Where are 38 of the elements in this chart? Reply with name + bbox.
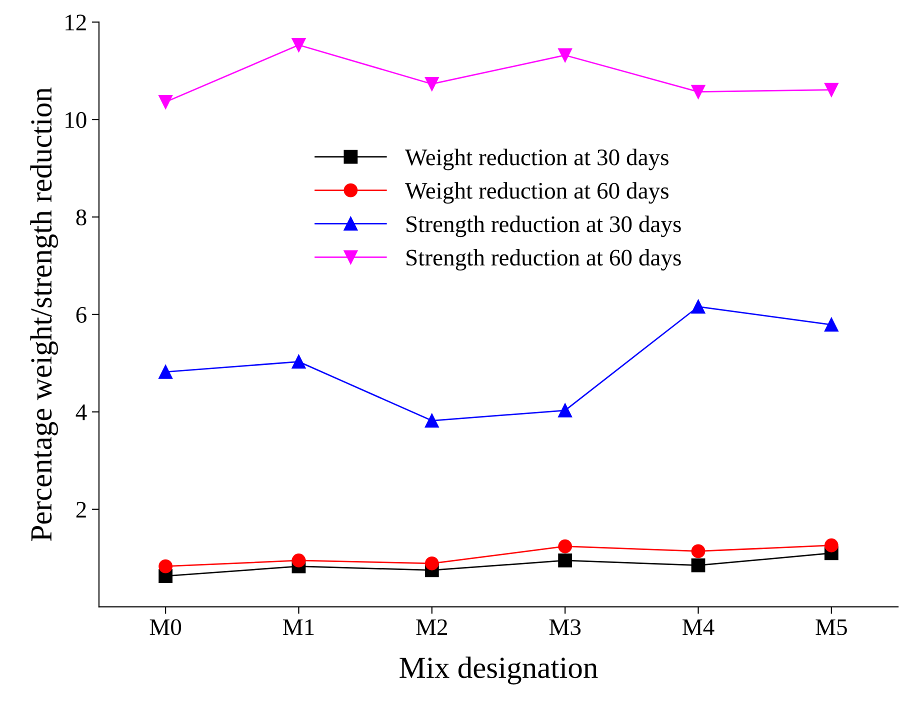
- y-tick-label: 10: [66, 112, 86, 128]
- point: [691, 84, 706, 99]
- x-tick-label: M5: [816, 619, 847, 636]
- x-tick-label: M0: [150, 619, 182, 636]
- point: [558, 48, 572, 62]
- y-tick-label: 12: [66, 14, 86, 30]
- point: [558, 554, 572, 568]
- point: [158, 364, 173, 379]
- legend-label: Weight reduction at 60 days: [405, 182, 668, 204]
- point: [424, 556, 439, 570]
- y-axis-title: Percentage weight/strength reduction: [30, 88, 58, 541]
- point: [558, 539, 572, 554]
- point: [292, 354, 306, 369]
- x-axis-title: Mix designation: [400, 656, 598, 684]
- point: [292, 554, 306, 568]
- point: [691, 558, 706, 572]
- legend-label: Strength reduction at 30 days: [406, 216, 681, 238]
- y-tick-label: 6: [76, 306, 86, 323]
- point: [824, 538, 838, 552]
- point: [558, 403, 572, 418]
- legend-label: Strength reduction at 60 days: [406, 249, 681, 270]
- legend-label: Weight reduction at 30 days: [405, 148, 668, 170]
- y-tick-label: 8: [76, 209, 86, 226]
- point: [424, 77, 439, 91]
- point: [292, 38, 306, 52]
- y-tick-label: 4: [76, 404, 87, 420]
- point: [824, 82, 838, 97]
- x-tick-label: M1: [283, 619, 314, 635]
- point: [424, 414, 439, 428]
- point: [824, 318, 838, 332]
- x-tick-label: M4: [682, 619, 714, 635]
- point: [158, 559, 173, 574]
- point: [691, 300, 706, 314]
- x-tick-label: M2: [416, 619, 447, 635]
- x-tick-label: M3: [549, 619, 581, 636]
- point: [691, 544, 706, 558]
- point: [158, 95, 173, 109]
- y-tick-label: 2: [76, 502, 86, 518]
